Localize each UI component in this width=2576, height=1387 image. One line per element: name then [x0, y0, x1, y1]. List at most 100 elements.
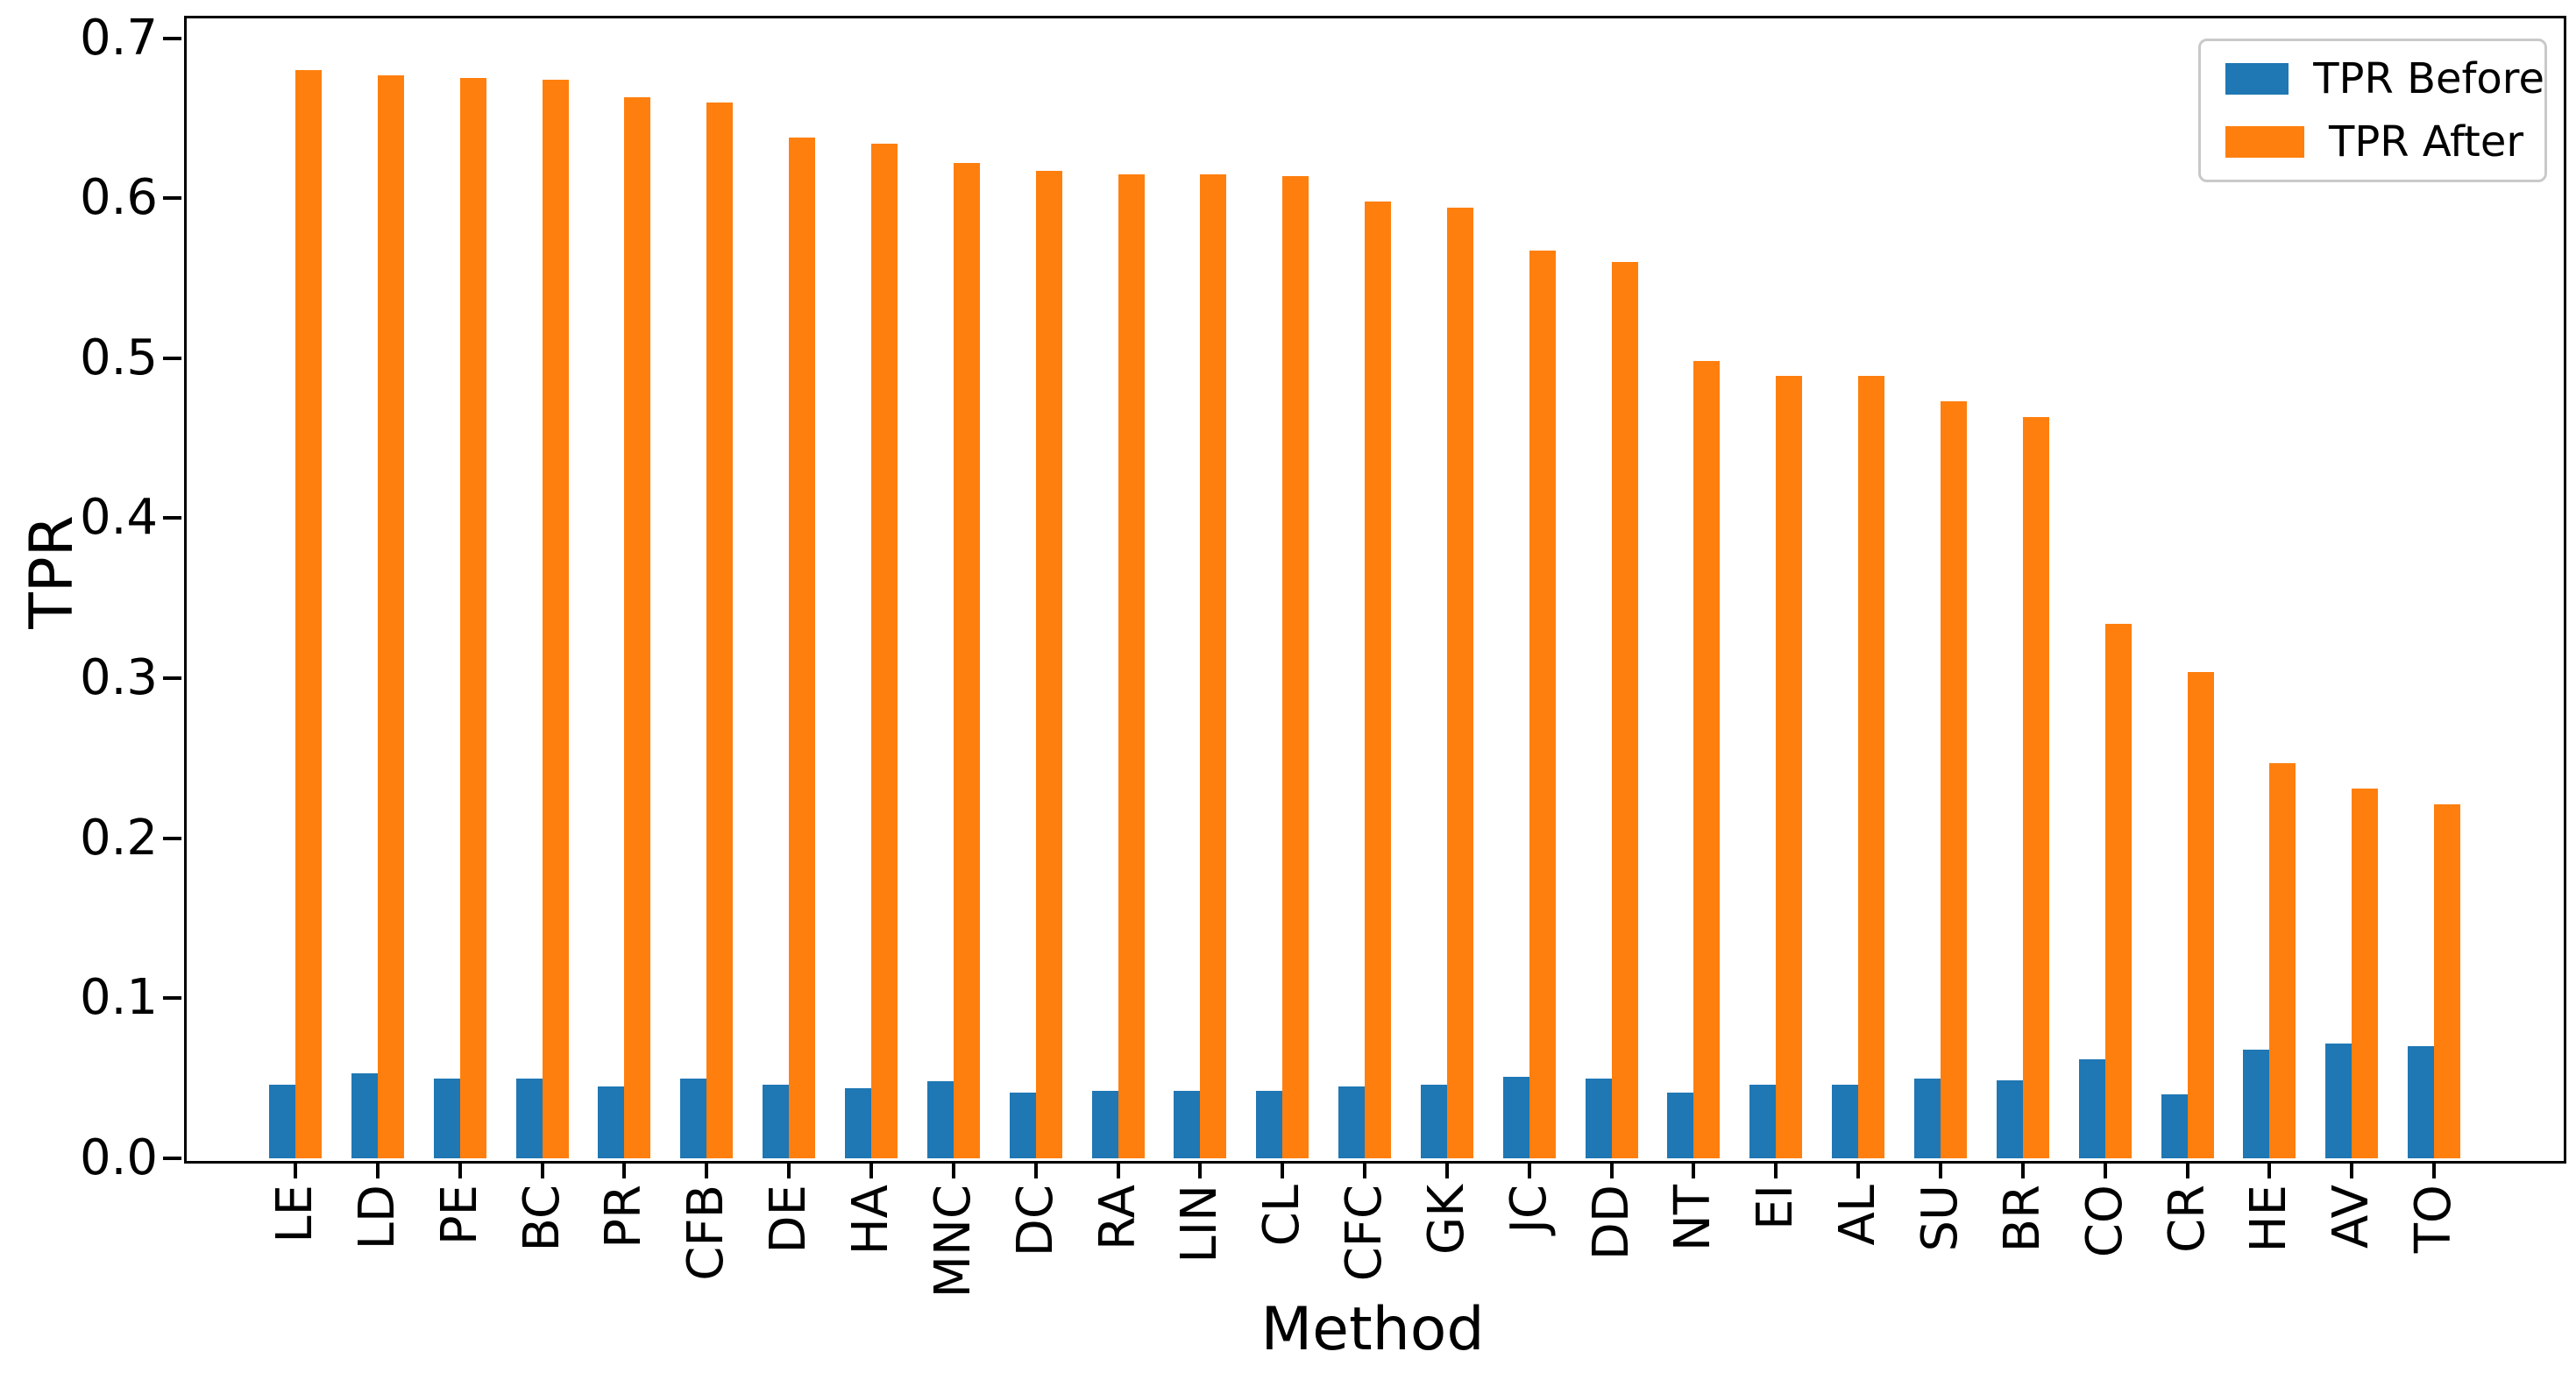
bar-tpr-after-ld	[377, 74, 404, 1158]
bar-tpr-before-bc	[515, 1078, 543, 1158]
y-tick-0.2	[163, 836, 181, 840]
legend-label-tpr-after: TPR After	[2329, 117, 2524, 166]
bar-tpr-after-br	[2022, 417, 2049, 1158]
x-tick-label-cfb: CFB	[678, 1185, 735, 1281]
x-tick-dd	[1609, 1161, 1614, 1178]
x-tick-label-co: CO	[2076, 1185, 2133, 1258]
x-tick-label-ld: LD	[348, 1185, 406, 1250]
x-tick-label-dd: DD	[1582, 1185, 1640, 1261]
bar-tpr-after-dd	[1611, 262, 1638, 1158]
bar-tpr-before-av	[2325, 1043, 2352, 1158]
x-tick-ha	[869, 1161, 873, 1178]
bar-tpr-after-jc	[1529, 251, 1556, 1158]
y-tick-0.4	[163, 516, 181, 520]
x-tick-cfb	[705, 1161, 709, 1178]
x-tick-pr	[622, 1161, 627, 1178]
x-tick-dc	[1033, 1161, 1038, 1178]
bar-tpr-after-av	[2352, 789, 2379, 1158]
bar-tpr-after-pr	[624, 97, 651, 1158]
x-tick-label-bc: BC	[513, 1185, 571, 1252]
bar-tpr-before-ld	[351, 1073, 378, 1158]
y-tick-0.1	[163, 996, 181, 1001]
bar-tpr-before-lin	[1174, 1091, 1201, 1158]
x-tick-cl	[1281, 1161, 1285, 1178]
x-tick-label-dc: DC	[1006, 1185, 1064, 1257]
y-tick-0.0	[163, 1157, 181, 1160]
x-tick-al	[1856, 1161, 1861, 1178]
y-tick-label-0.0: 0.0	[79, 1129, 158, 1186]
x-tick-ld	[375, 1161, 380, 1178]
y-tick-0.5	[163, 356, 181, 360]
x-tick-label-ei: EI	[1747, 1185, 1805, 1230]
y-tick-0.7	[163, 36, 181, 40]
bar-tpr-after-cr	[2187, 671, 2214, 1158]
bar-tpr-before-dd	[1585, 1078, 1612, 1158]
x-tick-label-al: AL	[1829, 1185, 1887, 1246]
x-tick-su	[1939, 1161, 1942, 1178]
bar-tpr-after-pe	[459, 78, 486, 1158]
bar-tpr-before-ei	[1749, 1084, 1777, 1158]
bar-tpr-before-ha	[844, 1087, 871, 1158]
x-tick-label-gk: GK	[1417, 1185, 1475, 1256]
bar-tpr-after-mnc	[953, 163, 980, 1158]
bar-tpr-before-dc	[1009, 1093, 1036, 1158]
y-tick-0.3	[163, 676, 181, 681]
x-tick-ra	[1116, 1161, 1120, 1178]
x-tick-br	[2020, 1161, 2025, 1178]
x-tick-label-av: AV	[2323, 1185, 2381, 1249]
legend-swatch-tpr-before	[2225, 63, 2289, 95]
x-tick-label-le: LE	[266, 1185, 323, 1243]
bar-tpr-after-gk	[1446, 208, 1473, 1158]
x-tick-label-pr: PR	[595, 1185, 653, 1249]
bar-tpr-before-cfb	[680, 1078, 707, 1158]
bar-tpr-after-he	[2269, 762, 2296, 1158]
bar-tpr-after-ra	[1118, 173, 1145, 1158]
x-tick-label-lin: LIN	[1171, 1185, 1229, 1263]
x-tick-av	[2350, 1161, 2354, 1178]
x-tick-label-cfc: CFC	[1336, 1185, 1394, 1282]
bar-tpr-before-he	[2243, 1049, 2270, 1158]
x-tick-jc	[1527, 1161, 1531, 1178]
x-tick-label-cl: CL	[1253, 1185, 1311, 1247]
x-tick-lin	[1198, 1161, 1203, 1178]
x-tick-label-de: DE	[760, 1185, 818, 1254]
bar-tpr-after-co	[2104, 624, 2132, 1158]
y-tick-label-0.5: 0.5	[79, 329, 158, 386]
legend: TPR Before TPR After	[2198, 39, 2547, 182]
x-tick-mnc	[951, 1161, 955, 1178]
bar-tpr-after-cfb	[706, 102, 734, 1158]
x-tick-he	[2267, 1161, 2272, 1178]
bar-tpr-after-lin	[1200, 173, 1227, 1158]
bar-tpr-before-pr	[598, 1086, 625, 1158]
bar-tpr-after-de	[789, 137, 816, 1158]
x-tick-le	[294, 1161, 297, 1178]
bar-tpr-before-al	[1832, 1084, 1859, 1158]
y-tick-label-0.3: 0.3	[79, 649, 158, 707]
bar-tpr-before-de	[763, 1084, 790, 1158]
bar-tpr-after-le	[295, 70, 322, 1158]
x-tick-cr	[2185, 1161, 2189, 1178]
x-tick-cfc	[1363, 1161, 1367, 1178]
bar-tpr-before-co	[2078, 1058, 2105, 1158]
bar-tpr-before-pe	[433, 1078, 460, 1158]
bar-tpr-after-cfc	[1365, 201, 1392, 1158]
bar-tpr-before-nt	[1667, 1093, 1694, 1158]
legend-item-tpr-before: TPR Before	[2225, 56, 2544, 102]
bar-tpr-after-ei	[1776, 375, 1803, 1158]
bar-tpr-before-ra	[1091, 1091, 1118, 1158]
legend-label-tpr-before: TPR Before	[2313, 54, 2544, 103]
y-tick-label-0.7: 0.7	[79, 9, 158, 67]
x-tick-nt	[1692, 1161, 1696, 1178]
x-tick-label-ra: RA	[1089, 1185, 1146, 1250]
y-tick-label-0.4: 0.4	[79, 489, 158, 547]
bar-tpr-before-cfc	[1338, 1086, 1366, 1158]
x-tick-to	[2432, 1161, 2437, 1178]
x-tick-label-to: TO	[2405, 1185, 2463, 1254]
bar-tpr-after-al	[1858, 375, 1885, 1158]
x-tick-de	[787, 1161, 791, 1178]
x-tick-label-ha: HA	[841, 1185, 899, 1256]
y-tick-0.6	[163, 196, 181, 201]
bar-tpr-after-to	[2434, 804, 2461, 1158]
x-tick-gk	[1444, 1161, 1449, 1178]
